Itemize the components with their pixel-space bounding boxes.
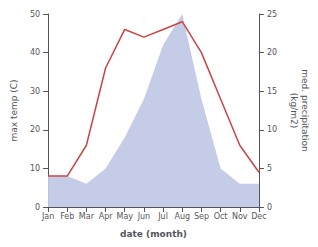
svg-text:(kg/m2): (kg/m2): [289, 93, 299, 128]
svg-text:date (month): date (month): [120, 229, 187, 239]
svg-text:20: 20: [30, 125, 40, 134]
svg-text:max temp (C): max temp (C): [9, 79, 19, 141]
svg-text:May: May: [116, 212, 133, 221]
svg-text:10: 10: [267, 125, 277, 134]
svg-text:50: 50: [30, 10, 40, 19]
svg-text:5: 5: [267, 164, 272, 173]
svg-text:Aug: Aug: [174, 212, 190, 221]
svg-text:40: 40: [30, 48, 40, 57]
svg-text:Sep: Sep: [194, 212, 209, 221]
svg-text:Dec: Dec: [251, 212, 266, 221]
svg-text:20: 20: [267, 48, 277, 57]
svg-text:25: 25: [267, 10, 277, 19]
svg-text:10: 10: [30, 164, 40, 173]
svg-text:Oct: Oct: [214, 212, 228, 221]
svg-text:Jan: Jan: [41, 212, 54, 221]
svg-text:Jul: Jul: [157, 212, 168, 221]
svg-text:Apr: Apr: [99, 212, 114, 221]
svg-text:15: 15: [267, 87, 277, 96]
svg-text:30: 30: [30, 87, 40, 96]
svg-text:0: 0: [35, 203, 40, 212]
svg-text:Nov: Nov: [232, 212, 248, 221]
svg-text:Jun: Jun: [137, 212, 151, 221]
svg-text:Mar: Mar: [79, 212, 95, 221]
svg-text:Feb: Feb: [60, 212, 74, 221]
svg-text:0: 0: [267, 203, 272, 212]
svg-text:med. precipitation: med. precipitation: [300, 69, 310, 151]
